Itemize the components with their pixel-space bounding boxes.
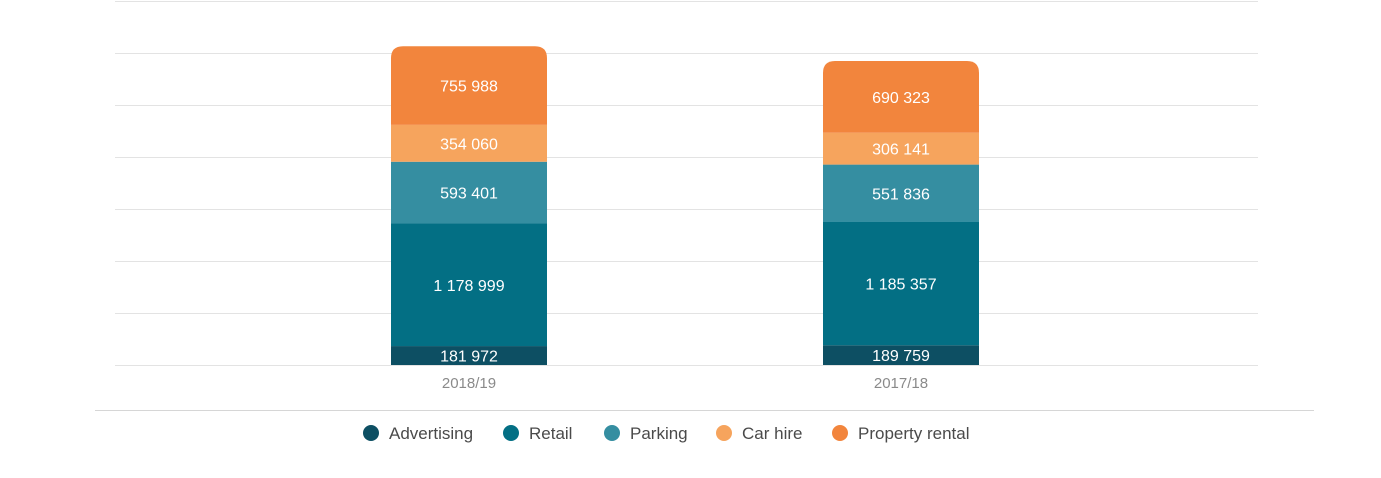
bar-segment-property-rental — [823, 60, 979, 133]
data-label: 690 323 — [872, 90, 930, 107]
gridlines — [115, 1, 1258, 366]
legend-label: Advertising — [389, 424, 473, 443]
legend-item-car-hire: Car hire — [716, 424, 802, 443]
bar-segment-retail — [391, 223, 547, 347]
legend: Advertising Retail Parking Car hire Property… — [95, 410, 1314, 443]
bar-segment-advertising — [823, 345, 979, 365]
legend-label: Retail — [529, 424, 572, 443]
data-label: 551 836 — [872, 186, 930, 203]
legend-swatch — [363, 425, 379, 441]
legend-item-parking: Parking — [604, 424, 688, 443]
bar-segment-car-hire — [823, 132, 979, 165]
bar-segment-property-rental — [391, 46, 547, 125]
data-label: 354 060 — [440, 136, 498, 153]
bar-segment-advertising — [391, 346, 547, 365]
legend-label: Property rental — [858, 424, 970, 443]
data-label: 755 988 — [440, 79, 498, 96]
bar-segment-parking — [823, 164, 979, 222]
bar-segment-car-hire — [391, 124, 547, 162]
x-axis: 2018/19 2017/18 — [442, 375, 928, 392]
legend-item-retail: Retail — [503, 424, 572, 443]
bar-segment-parking — [391, 161, 547, 224]
legend-swatch — [832, 425, 848, 441]
legend-label: Car hire — [742, 424, 802, 443]
data-label: 1 178 999 — [433, 278, 504, 295]
data-label: 1 185 357 — [865, 277, 936, 294]
data-label: 306 141 — [872, 142, 930, 159]
data-label: 189 759 — [872, 348, 930, 365]
bars — [391, 46, 979, 365]
legend-item-advertising: Advertising — [363, 424, 473, 443]
data-labels: 181 972 1 178 999 593 401 354 060 755 988 189… — [433, 79, 936, 366]
legend-swatch — [503, 425, 519, 441]
data-label: 181 972 — [440, 349, 498, 366]
legend-swatch — [716, 425, 732, 441]
bar-segment-retail — [823, 221, 979, 346]
legend-label: Parking — [630, 424, 688, 443]
legend-swatch — [604, 425, 620, 441]
x-tick-label: 2017/18 — [874, 375, 928, 392]
data-label: 593 401 — [440, 186, 498, 203]
x-tick-label: 2018/19 — [442, 375, 496, 392]
legend-item-property-rental: Property rental — [832, 424, 970, 443]
